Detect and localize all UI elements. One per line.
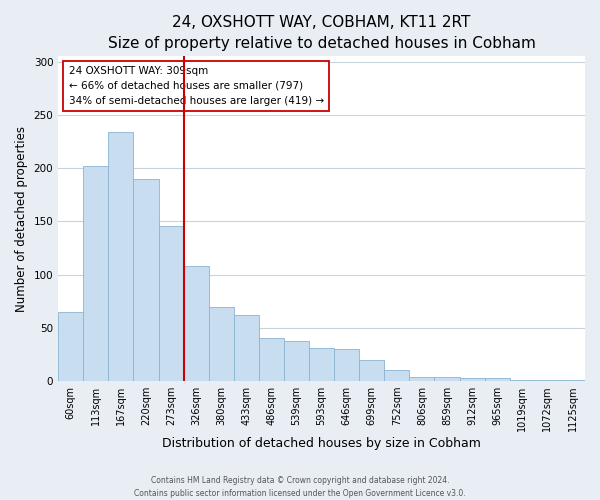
Bar	[83, 166, 109, 381]
Bar	[485, 378, 510, 381]
Bar	[259, 338, 284, 381]
Bar	[535, 380, 560, 381]
Bar	[158, 226, 184, 381]
Bar	[560, 380, 585, 381]
Bar	[385, 370, 409, 381]
Bar	[409, 377, 434, 381]
Y-axis label: Number of detached properties: Number of detached properties	[15, 126, 28, 312]
Bar	[510, 380, 535, 381]
Bar	[109, 132, 133, 381]
Bar	[309, 348, 334, 381]
Bar	[460, 378, 485, 381]
Bar	[184, 266, 209, 381]
Text: Contains HM Land Registry data © Crown copyright and database right 2024.
Contai: Contains HM Land Registry data © Crown c…	[134, 476, 466, 498]
Bar	[234, 315, 259, 381]
Title: 24, OXSHOTT WAY, COBHAM, KT11 2RT
Size of property relative to detached houses i: 24, OXSHOTT WAY, COBHAM, KT11 2RT Size o…	[107, 15, 536, 51]
Bar	[133, 179, 158, 381]
Bar	[284, 340, 309, 381]
Bar	[434, 377, 460, 381]
Bar	[334, 349, 359, 381]
Bar	[209, 306, 234, 381]
Text: 24 OXSHOTT WAY: 309sqm
← 66% of detached houses are smaller (797)
34% of semi-de: 24 OXSHOTT WAY: 309sqm ← 66% of detached…	[69, 66, 324, 106]
X-axis label: Distribution of detached houses by size in Cobham: Distribution of detached houses by size …	[162, 437, 481, 450]
Bar	[58, 312, 83, 381]
Bar	[359, 360, 385, 381]
